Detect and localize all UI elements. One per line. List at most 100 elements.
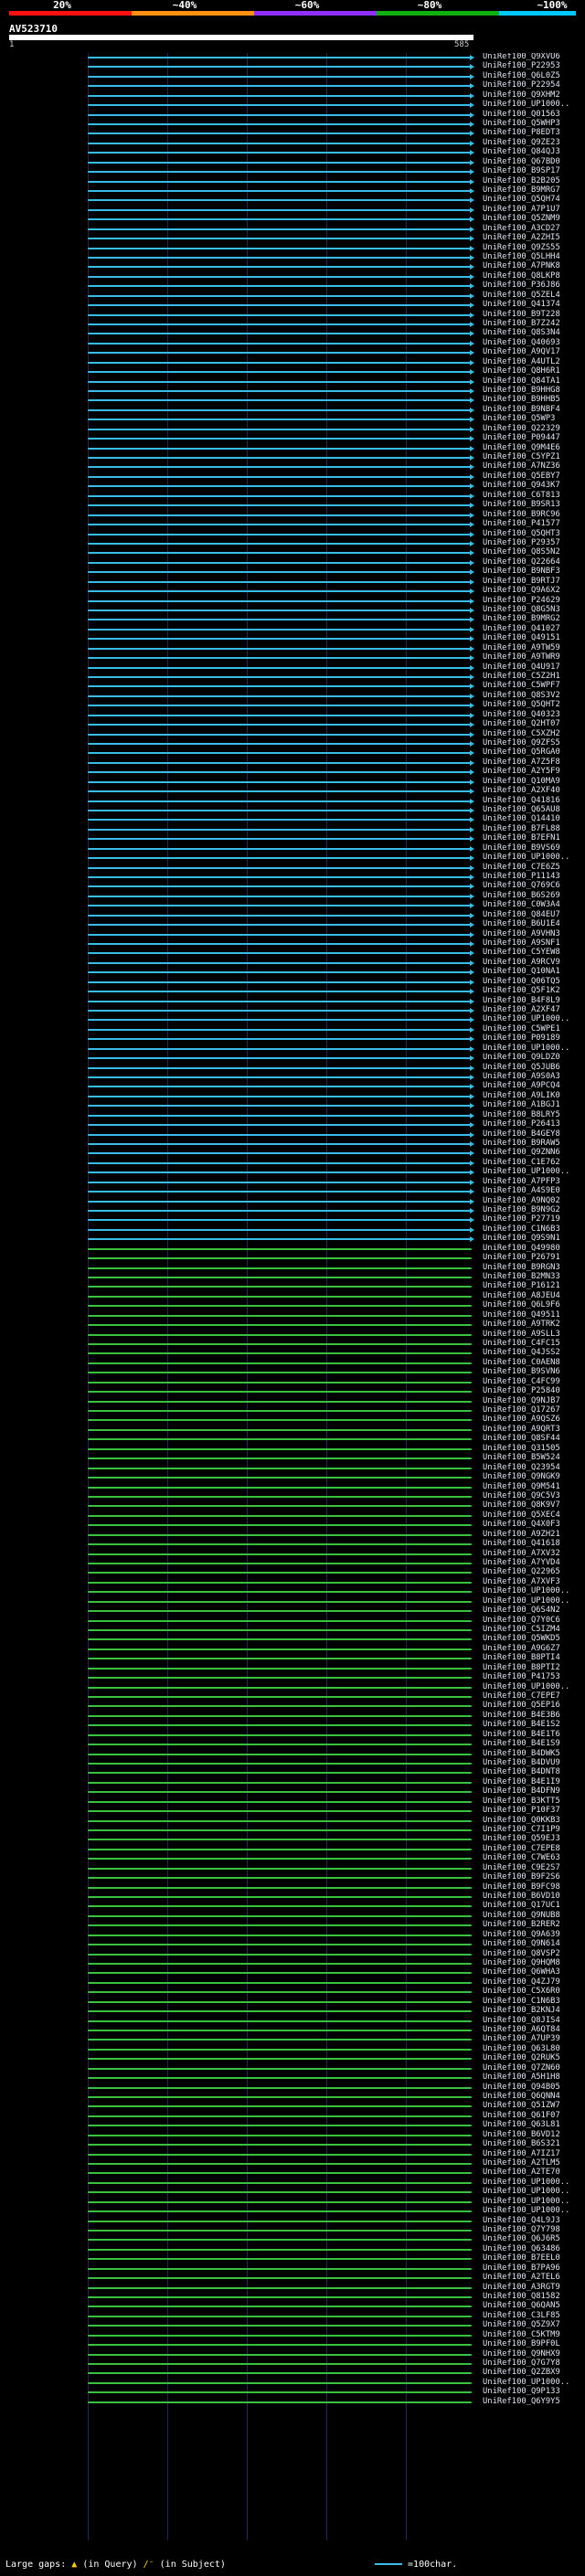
- alignment-bar[interactable]: [88, 2105, 472, 2108]
- alignment-bar[interactable]: [88, 1867, 472, 1870]
- hit-label[interactable]: UniRef100_Q14410: [483, 814, 560, 824]
- hit-label[interactable]: UniRef100_A2TLM5: [483, 2158, 560, 2168]
- alignment-bar[interactable]: [88, 2267, 472, 2270]
- hit-label[interactable]: UniRef100_A9NQ02: [483, 1195, 560, 1205]
- alignment-bar[interactable]: [88, 1772, 472, 1775]
- hit-row[interactable]: UniRef100_P09189: [0, 1034, 585, 1044]
- hit-label[interactable]: UniRef100_B8LRY5: [483, 1109, 560, 1119]
- hit-label[interactable]: UniRef100_B4E1S2: [483, 1720, 560, 1730]
- hit-label[interactable]: UniRef100_Q0KKB3: [483, 1815, 560, 1825]
- alignment-bar[interactable]: [88, 1753, 472, 1755]
- alignment-bar[interactable]: [88, 2077, 472, 2080]
- hit-row[interactable]: UniRef100_A7IZ17: [0, 2149, 585, 2159]
- hit-label[interactable]: UniRef100_C4FC15: [483, 1339, 560, 1349]
- hit-label[interactable]: UniRef100_Q5Z9X7: [483, 2320, 560, 2330]
- hit-row[interactable]: UniRef100_B6S269: [0, 890, 585, 901]
- hit-row[interactable]: UniRef100_B9PF0L: [0, 2339, 585, 2349]
- alignment-bar[interactable]: [88, 1066, 472, 1069]
- hit-label[interactable]: UniRef100_B9SVN6: [483, 1367, 560, 1377]
- hit-row[interactable]: UniRef100_Q10MA9: [0, 777, 585, 787]
- hit-row[interactable]: UniRef100_Q2ZBX9: [0, 2368, 585, 2378]
- hit-row[interactable]: UniRef100_A9S0A3: [0, 1072, 585, 1082]
- alignment-bar[interactable]: [88, 1447, 472, 1450]
- hit-label[interactable]: UniRef100_B8PTI4: [483, 1653, 560, 1663]
- alignment-bar[interactable]: [88, 1944, 472, 1946]
- alignment-bar[interactable]: [88, 1133, 472, 1136]
- hit-row[interactable]: UniRef100_B9RGN3: [0, 1263, 585, 1273]
- hit-label[interactable]: UniRef100_Q5QHT2: [483, 700, 560, 710]
- hit-label[interactable]: UniRef100_A8JEU4: [483, 1290, 560, 1300]
- alignment-bar[interactable]: [88, 1972, 472, 1975]
- alignment-bar[interactable]: [88, 1895, 472, 1898]
- hit-row[interactable]: UniRef100_Q6QAN5: [0, 2301, 585, 2311]
- hit-label[interactable]: UniRef100_A2TE70: [483, 2168, 560, 2178]
- alignment-bar[interactable]: [88, 1247, 472, 1250]
- hit-label[interactable]: UniRef100_A6QT84: [483, 2025, 560, 2034]
- hit-row[interactable]: UniRef100_P11143: [0, 872, 585, 882]
- alignment-bar[interactable]: [88, 875, 472, 878]
- hit-label[interactable]: UniRef100_C0AEN8: [483, 1357, 560, 1367]
- hit-row[interactable]: UniRef100_A7Z5F8: [0, 758, 585, 768]
- hit-row[interactable]: UniRef100_Q41816: [0, 796, 585, 806]
- hit-label[interactable]: UniRef100_Q51ZW7: [483, 2101, 560, 2111]
- hit-row[interactable]: UniRef100_B2B205: [0, 176, 585, 186]
- hit-row[interactable]: UniRef100_Q5EBY7: [0, 472, 585, 482]
- alignment-bar[interactable]: [88, 2286, 472, 2289]
- alignment-bar[interactable]: [88, 1524, 472, 1527]
- hit-row[interactable]: UniRef100_C5KTM9: [0, 2330, 585, 2340]
- hit-row[interactable]: UniRef100_B9F2S6: [0, 1872, 585, 1882]
- alignment-bar[interactable]: [88, 408, 472, 411]
- alignment-bar[interactable]: [88, 457, 472, 460]
- hit-label[interactable]: UniRef100_Q5WHP3: [483, 119, 560, 128]
- hit-row[interactable]: UniRef100_UP1000..: [0, 1586, 585, 1596]
- hit-row[interactable]: UniRef100_P41577: [0, 519, 585, 529]
- alignment-bar[interactable]: [88, 790, 472, 793]
- alignment-bar[interactable]: [88, 1572, 472, 1574]
- hit-row[interactable]: UniRef100_B7Z242: [0, 319, 585, 329]
- hit-row[interactable]: UniRef100_B4DVU9: [0, 1758, 585, 1768]
- hit-row[interactable]: UniRef100_B7PA96: [0, 2263, 585, 2274]
- hit-row[interactable]: UniRef100_Q5ZEL4: [0, 291, 585, 301]
- hit-row[interactable]: UniRef100_P16121: [0, 1281, 585, 1291]
- alignment-bar[interactable]: [88, 218, 472, 221]
- hit-row[interactable]: UniRef100_Q8H6R1: [0, 366, 585, 376]
- hit-label[interactable]: UniRef100_Q49511: [483, 1309, 560, 1320]
- hit-row[interactable]: UniRef100_Q8S3V2: [0, 691, 585, 701]
- hit-label[interactable]: UniRef100_P27719: [483, 1214, 560, 1224]
- alignment-bar[interactable]: [88, 1362, 472, 1364]
- hit-row[interactable]: UniRef100_Q9S9N1: [0, 1234, 585, 1244]
- hit-label[interactable]: UniRef100_Q7Y798: [483, 2225, 560, 2235]
- hit-label[interactable]: UniRef100_Q63L81: [483, 2120, 560, 2130]
- hit-label[interactable]: UniRef100_Q5RGA0: [483, 747, 560, 758]
- hit-label[interactable]: UniRef100_Q6QNN4: [483, 2092, 560, 2102]
- alignment-bar[interactable]: [88, 1210, 472, 1213]
- hit-row[interactable]: UniRef100_B9RTJ7: [0, 577, 585, 587]
- hit-row[interactable]: UniRef100_A7PNK8: [0, 261, 585, 271]
- hit-row[interactable]: UniRef100_Q63L80: [0, 2044, 585, 2054]
- hit-label[interactable]: UniRef100_Q6WHA3: [483, 1967, 560, 1977]
- hit-row[interactable]: UniRef100_Q61F07: [0, 2111, 585, 2121]
- hit-label[interactable]: UniRef100_UP1000..: [483, 1014, 570, 1024]
- alignment-bar[interactable]: [88, 1200, 472, 1203]
- alignment-bar[interactable]: [88, 895, 472, 897]
- hit-label[interactable]: UniRef100_UP1000..: [483, 2377, 570, 2387]
- hit-row[interactable]: UniRef100_B9HHG8: [0, 386, 585, 396]
- hit-row[interactable]: UniRef100_Q59EJ3: [0, 1834, 585, 1844]
- hit-label[interactable]: UniRef100_B6S269: [483, 890, 560, 900]
- hit-row[interactable]: UniRef100_A4S9E0: [0, 1186, 585, 1196]
- alignment-bar[interactable]: [88, 590, 472, 593]
- hit-row[interactable]: UniRef100_Q9M541: [0, 1482, 585, 1492]
- hit-row[interactable]: UniRef100_A9RCV9: [0, 958, 585, 968]
- hit-row[interactable]: UniRef100_Q5WP3: [0, 414, 585, 424]
- alignment-bar[interactable]: [88, 447, 472, 450]
- hit-row[interactable]: UniRef100_UP1000..: [0, 1682, 585, 1692]
- hit-row[interactable]: UniRef100_B9SVN6: [0, 1367, 585, 1377]
- hit-label[interactable]: UniRef100_P41577: [483, 519, 560, 529]
- hit-label[interactable]: UniRef100_C1E762: [483, 1157, 560, 1167]
- hit-row[interactable]: UniRef100_P26791: [0, 1253, 585, 1263]
- hit-row[interactable]: UniRef100_P22954: [0, 80, 585, 90]
- alignment-bar[interactable]: [88, 1410, 472, 1413]
- alignment-bar[interactable]: [88, 1495, 472, 1498]
- alignment-bar[interactable]: [88, 2163, 472, 2166]
- alignment-bar[interactable]: [88, 542, 472, 545]
